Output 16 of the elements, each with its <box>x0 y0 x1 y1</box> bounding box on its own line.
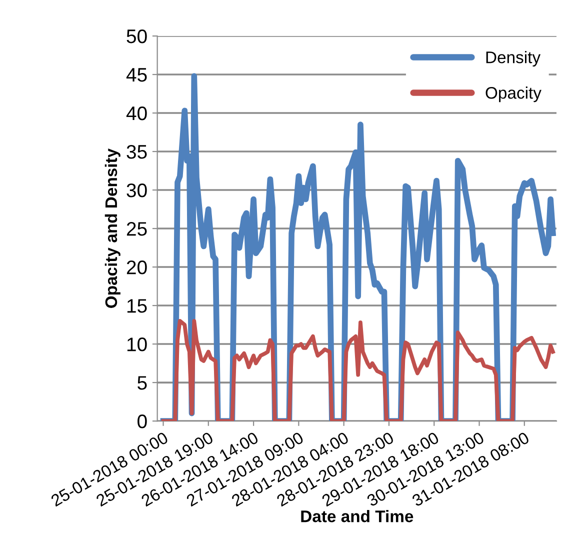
legend-label: Opacity <box>486 86 542 102</box>
y-tick-label: 40 <box>126 106 147 120</box>
y-tick-label: 0 <box>138 414 147 428</box>
y-tick-label: 20 <box>126 260 147 274</box>
x-axis-title: Date and Time <box>301 510 414 522</box>
y-tick-label: 30 <box>126 183 147 198</box>
y-tick-label: 35 <box>126 144 147 159</box>
y-tick-label: 15 <box>127 299 147 313</box>
y-tick-label: 50 <box>126 29 147 44</box>
y-tick-label: 25 <box>126 222 147 236</box>
y-axis-title: Opacity and Density <box>104 148 120 308</box>
legend-label: Density <box>486 51 541 67</box>
y-tick-label: 10 <box>127 338 147 352</box>
line-series <box>161 318 555 422</box>
y-tick-label: 45 <box>126 68 147 82</box>
y-tick-label: 5 <box>138 376 147 390</box>
